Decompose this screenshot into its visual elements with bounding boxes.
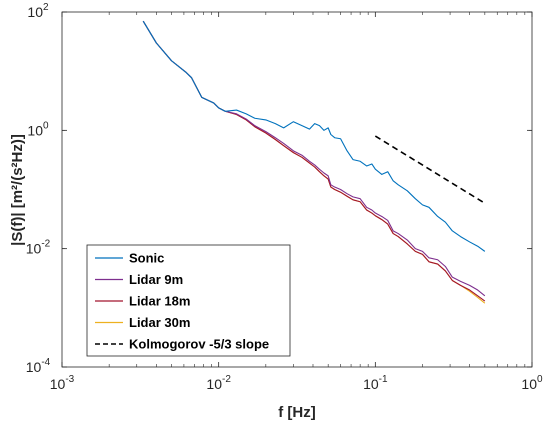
series-layer xyxy=(142,20,486,304)
x-tick-label: 100 xyxy=(521,374,543,392)
legend-label: Lidar 9m xyxy=(129,272,183,287)
x-tick-label: 10-2 xyxy=(206,374,231,392)
x-tick-label: 10-1 xyxy=(363,374,388,392)
legend-label: Lidar 18m xyxy=(129,294,190,309)
series-line-kolmogorov-5-3-slope xyxy=(374,135,486,204)
y-tick-label: 102 xyxy=(27,2,49,20)
x-tick-label: 10-3 xyxy=(50,374,75,392)
legend-label: Kolmogorov -5/3 slope xyxy=(129,337,269,352)
y-axis-ticks: 10-4 10-2 100 102 xyxy=(26,2,532,375)
y-tick-label: 10-2 xyxy=(26,239,51,257)
y-axis-label: |S(f)| [m²/(s²Hz)] xyxy=(9,134,26,246)
series-line-sonic xyxy=(142,20,486,252)
y-tick-label: 100 xyxy=(27,120,49,138)
legend-label: Lidar 30m xyxy=(129,315,190,330)
y-tick-label: 10-4 xyxy=(26,357,51,375)
legend: Sonic Lidar 9m Lidar 18m Lidar 30m Kolmogoro… xyxy=(86,244,291,357)
x-axis-label: f [Hz] xyxy=(278,404,316,421)
x-axis-ticks: 10-3 10-2 10-1 100 xyxy=(50,12,543,392)
legend-items: Sonic Lidar 9m Lidar 18m Lidar 30m Kolmogoro… xyxy=(95,251,269,352)
legend-label: Sonic xyxy=(129,251,164,266)
